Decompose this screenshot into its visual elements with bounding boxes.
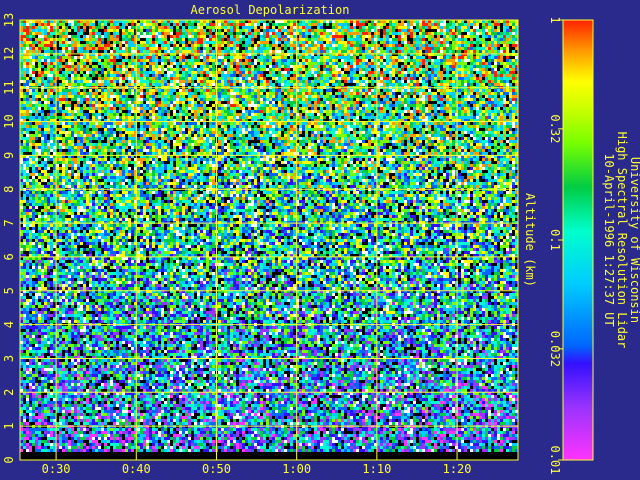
x-tick-label-3: 1:00: [282, 462, 311, 476]
annotation-line-2: High Spectral Resolution Lidar: [615, 132, 629, 349]
x-tick-label-4: 1:10: [362, 462, 391, 476]
y-tick-label-2: 2: [2, 389, 16, 396]
chart-title: Aerosol Depolarization: [191, 3, 350, 17]
x-tick-label-2: 0:50: [202, 462, 231, 476]
y-tick-label-11: 11: [2, 80, 16, 94]
instrument-annotation: University of Wisconsin High Spectral Re…: [602, 132, 640, 349]
surface-band: [20, 452, 518, 460]
y-tick-label-5: 5: [2, 287, 16, 294]
y-tick-label-1: 1: [2, 423, 16, 430]
x-tick-label-5: 1:20: [443, 462, 472, 476]
y-tick-label-8: 8: [2, 186, 16, 193]
y-tick-label-12: 12: [2, 47, 16, 61]
heatmap-field: [20, 20, 518, 452]
y-axis-label: Altitude (km): [523, 193, 537, 287]
y-tick-label-7: 7: [2, 219, 16, 226]
y-tick-label-3: 3: [2, 355, 16, 362]
x-tick-label-0: 0:30: [42, 462, 71, 476]
y-tick-label-6: 6: [2, 253, 16, 260]
y-tick-label-13: 13: [2, 13, 16, 27]
y-tick-label-9: 9: [2, 152, 16, 159]
x-tick-label-1: 0:40: [122, 462, 151, 476]
colorbar-gradient: [563, 20, 593, 460]
x-tick-labels: 0:30 0:40 0:50 1:00 1:10 1:20: [42, 462, 472, 476]
y-tick-label-4: 4: [2, 321, 16, 328]
annotation-line-3: 10-April-1996 1:27:37 UT: [602, 153, 616, 326]
y-tick-label-10: 10: [2, 114, 16, 128]
y-tick-label-0: 0: [2, 456, 16, 463]
